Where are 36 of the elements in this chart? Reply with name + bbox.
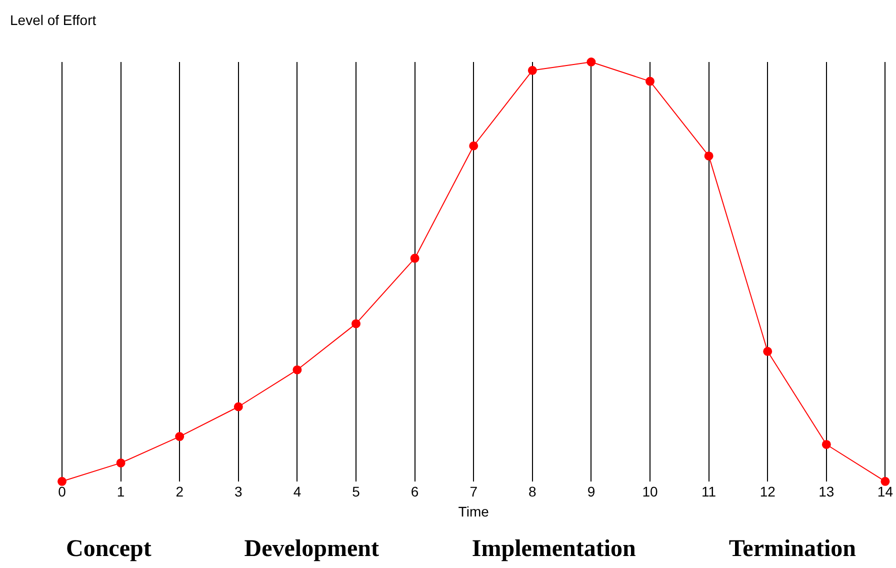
x-tick-label: 0 bbox=[58, 484, 66, 500]
x-axis-title: Time bbox=[458, 503, 490, 520]
text: Implementation bbox=[472, 536, 636, 563]
x-tick-label: 13 bbox=[818, 484, 834, 500]
x-tick-label: 8 bbox=[528, 484, 537, 500]
text: Termination bbox=[728, 536, 856, 563]
x-tick-label: 11 bbox=[702, 484, 716, 500]
y-axis-title: Level of Effort bbox=[10, 12, 96, 28]
x-tick-label: 1 bbox=[116, 484, 125, 500]
x-tick-label: 3 bbox=[234, 484, 243, 500]
point bbox=[410, 254, 420, 263]
x-tick-label: 2 bbox=[176, 484, 184, 500]
x-tick-label: 10 bbox=[642, 484, 658, 500]
point bbox=[880, 476, 890, 486]
x-tick-label: 12 bbox=[760, 484, 776, 500]
text: Development bbox=[244, 536, 379, 563]
point bbox=[763, 346, 772, 356]
point bbox=[469, 141, 478, 150]
x-tick-label: 14 bbox=[877, 484, 894, 500]
point bbox=[234, 402, 243, 412]
point bbox=[352, 319, 361, 328]
point bbox=[116, 458, 126, 468]
text: Concept bbox=[66, 536, 152, 563]
x-tick-label: 4 bbox=[293, 484, 302, 500]
point bbox=[528, 66, 537, 75]
point bbox=[646, 76, 655, 86]
x-tick-label: 7 bbox=[470, 484, 478, 500]
point bbox=[586, 58, 596, 66]
x-tick-label: 5 bbox=[352, 484, 360, 500]
point bbox=[704, 151, 714, 160]
x-tick-label: 9 bbox=[587, 484, 596, 500]
point bbox=[58, 476, 66, 486]
point bbox=[175, 432, 184, 442]
x-tick-label: 6 bbox=[410, 484, 419, 500]
point bbox=[292, 365, 302, 374]
point bbox=[822, 440, 831, 449]
